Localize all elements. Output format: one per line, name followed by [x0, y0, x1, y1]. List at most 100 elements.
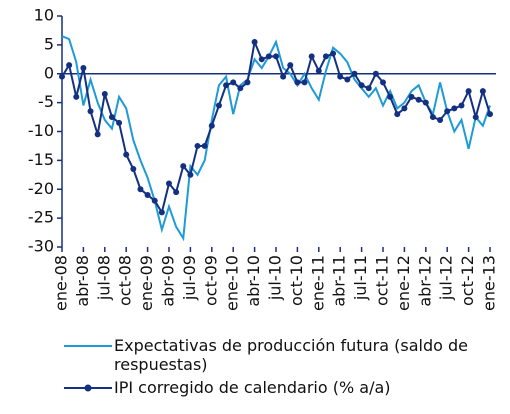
y-tick-label: 5	[44, 34, 54, 53]
x-tick-label: jul-11	[351, 255, 370, 301]
point	[273, 53, 279, 60]
point	[223, 82, 230, 89]
point	[180, 163, 187, 170]
point	[344, 76, 351, 83]
x-tick-label: abr-11	[330, 255, 349, 307]
point	[387, 93, 394, 100]
point	[73, 93, 80, 100]
x-tick-label: jul-09	[180, 255, 199, 301]
point	[158, 209, 165, 216]
point	[215, 102, 222, 109]
point	[187, 171, 194, 178]
point	[315, 67, 322, 74]
legend-label: Expectativas de producción futura (saldo…	[114, 336, 468, 374]
x-tick-label: ene-10	[223, 255, 242, 311]
x-tick-label: jul-10	[266, 255, 285, 301]
point	[258, 56, 265, 63]
y-tick-label: 10	[34, 6, 54, 25]
x-tick-label: jul-08	[94, 255, 113, 301]
point	[422, 99, 429, 106]
y-tick-label: -20	[28, 179, 54, 198]
point	[280, 73, 287, 80]
point	[194, 142, 201, 149]
point	[208, 122, 215, 129]
y-tick-label: -15	[28, 150, 54, 169]
x-tick-label: ene-09	[137, 255, 156, 311]
legend-label: IPI corregido de calendario (% a/a)	[114, 378, 391, 397]
point	[287, 62, 294, 69]
series-line	[61, 38, 491, 215]
point	[308, 53, 315, 60]
x-tick-label: ene-12	[394, 255, 413, 311]
point	[237, 85, 244, 92]
x-tick-label: oct-09	[201, 255, 220, 306]
x-tick-label: ene-08	[52, 255, 71, 311]
point	[66, 62, 73, 69]
y-tick-label: -25	[28, 208, 54, 227]
x-tick-label: oct-12	[458, 255, 477, 306]
point	[108, 114, 115, 121]
y-tick-label: -30	[28, 237, 54, 256]
point	[87, 108, 94, 115]
point	[130, 166, 137, 173]
point	[330, 50, 337, 57]
point	[123, 151, 130, 158]
x-tick-label: ene-13	[480, 255, 499, 311]
point	[59, 73, 65, 80]
point	[144, 192, 151, 199]
x-tick-label: abr-09	[159, 255, 178, 307]
point	[479, 88, 486, 95]
point	[358, 82, 365, 89]
point	[429, 114, 436, 121]
point	[365, 85, 372, 92]
point	[380, 79, 386, 86]
x-tick-label: oct-08	[116, 255, 135, 306]
point	[101, 90, 108, 97]
point	[337, 73, 344, 80]
point	[322, 53, 329, 60]
point	[230, 79, 237, 86]
legend: Expectativas de producción futura (saldo…	[62, 336, 502, 401]
x-tick-label: abr-08	[73, 255, 92, 307]
x-tick-label: jul-12	[437, 255, 456, 301]
point	[444, 108, 451, 115]
point	[294, 79, 301, 86]
point	[487, 111, 493, 118]
y-tick-label: 0	[44, 63, 54, 82]
legend-entry: Expectativas de producción futura (saldo…	[62, 336, 502, 374]
x-tick-label: ene-11	[308, 255, 327, 311]
point	[251, 38, 258, 45]
point	[265, 53, 272, 60]
point	[80, 64, 87, 71]
point	[351, 70, 358, 77]
legend-entry: IPI corregido de calendario (% a/a)	[62, 378, 502, 397]
point	[472, 114, 479, 121]
series-line	[61, 35, 491, 242]
point	[166, 180, 172, 187]
point	[401, 105, 408, 112]
point	[201, 142, 208, 149]
legend-swatch	[64, 345, 112, 347]
point	[116, 119, 123, 126]
point	[394, 111, 401, 118]
point	[94, 131, 101, 138]
x-tick-label: oct-11	[373, 255, 392, 306]
legend-swatch	[64, 384, 112, 392]
x-tick-label: oct-10	[287, 255, 306, 306]
point	[372, 70, 379, 77]
point	[173, 189, 180, 196]
point	[244, 79, 251, 86]
point	[437, 116, 444, 123]
point	[301, 79, 308, 86]
y-tick-label: -10	[28, 121, 54, 140]
legend-marker	[84, 384, 92, 392]
point	[465, 88, 472, 95]
y-tick-label: -5	[38, 92, 54, 111]
point	[151, 197, 158, 204]
point	[451, 105, 458, 112]
point	[415, 96, 422, 103]
point	[458, 102, 465, 109]
x-tick-label: abr-10	[244, 255, 263, 307]
